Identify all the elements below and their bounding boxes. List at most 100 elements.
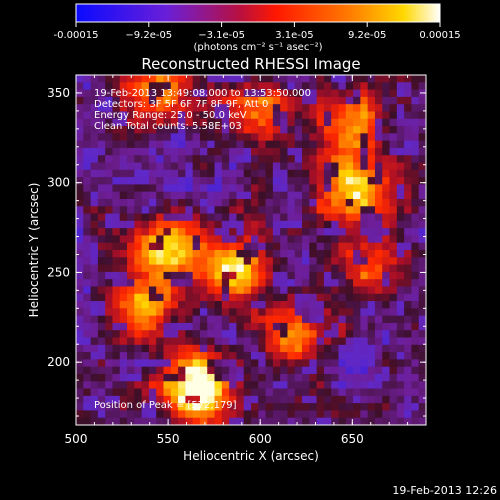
heatmap-pixel <box>309 330 318 338</box>
heatmap-pixel <box>178 147 186 156</box>
heatmap-pixel <box>236 228 245 236</box>
heatmap-pixel <box>170 337 179 346</box>
heatmap-pixel <box>287 96 296 105</box>
heatmap-pixel <box>316 177 325 185</box>
heatmap-pixel <box>229 118 237 127</box>
heatmap-pixel <box>374 162 383 171</box>
heatmap-pixel <box>170 155 179 163</box>
heatmap-pixel <box>207 271 215 280</box>
heatmap-pixel <box>156 147 164 156</box>
heatmap-pixel <box>309 111 318 120</box>
heatmap-pixel <box>418 257 426 265</box>
heatmap-pixel <box>360 220 369 229</box>
heatmap-pixel <box>119 344 128 353</box>
heatmap-pixel <box>360 82 369 90</box>
heatmap-pixel <box>382 250 390 258</box>
heatmap-pixel <box>280 126 288 134</box>
heatmap-pixel <box>272 330 281 338</box>
heatmap-pixel <box>134 213 143 222</box>
heatmap-pixel <box>148 337 157 346</box>
heatmap-pixel <box>382 242 390 251</box>
heatmap-pixel <box>367 395 376 404</box>
heatmap-pixel <box>105 155 113 163</box>
heatmap-pixel <box>83 315 91 324</box>
heatmap-pixel <box>323 89 332 98</box>
heatmap-pixel <box>294 257 303 265</box>
heatmap-pixel <box>331 206 339 214</box>
heatmap-pixel <box>323 213 332 222</box>
heatmap-pixel <box>127 395 135 404</box>
heatmap-pixel <box>76 337 84 346</box>
heatmap-pixel <box>134 359 143 368</box>
heatmap-pixel <box>214 417 223 425</box>
heatmap-pixel <box>192 410 201 419</box>
heatmap-pixel <box>112 352 121 360</box>
heatmap-pixel <box>192 279 201 287</box>
heatmap-pixel <box>97 118 106 127</box>
heatmap-pixel <box>309 257 318 265</box>
heatmap-pixel <box>411 337 420 346</box>
heatmap-pixel <box>243 133 252 142</box>
heatmap-pixel <box>389 322 398 331</box>
heatmap-pixel <box>229 89 237 98</box>
heatmap-pixel <box>331 301 339 309</box>
heatmap-pixel <box>258 257 266 265</box>
heatmap-pixel <box>170 140 179 149</box>
heatmap-pixel <box>353 89 361 98</box>
heatmap-pixel <box>367 191 376 200</box>
heatmap-pixel <box>302 104 310 112</box>
heatmap-pixel <box>345 220 354 229</box>
heatmap-pixel <box>127 264 135 273</box>
heatmap-pixel <box>309 118 318 127</box>
heatmap-pixel <box>353 228 361 236</box>
heatmap-pixel <box>345 322 354 331</box>
heatmap-pixel <box>280 395 288 404</box>
heatmap-pixel <box>112 162 121 171</box>
heatmap-pixel <box>163 381 172 389</box>
heatmap-pixel <box>112 126 121 134</box>
heatmap-pixel <box>374 191 383 200</box>
heatmap-pixel <box>353 133 361 142</box>
heatmap-pixel <box>367 82 376 90</box>
heatmap-pixel <box>97 198 106 207</box>
heatmap-pixel <box>134 111 143 120</box>
heatmap-pixel <box>127 301 135 309</box>
heatmap-pixel <box>163 228 172 236</box>
heatmap-pixel <box>229 111 237 120</box>
heatmap-pixel <box>112 140 121 149</box>
heatmap-pixel <box>76 220 84 229</box>
heatmap-pixel <box>389 344 398 353</box>
heatmap-pixel <box>396 250 405 258</box>
heatmap-pixel <box>243 89 252 98</box>
heatmap-pixel <box>163 359 172 368</box>
heatmap-pixel <box>76 257 84 265</box>
heatmap-pixel <box>214 301 223 309</box>
heatmap-pixel <box>156 388 164 397</box>
heatmap-pixel <box>119 184 128 193</box>
heatmap-pixel <box>411 417 420 425</box>
heatmap-pixel <box>134 96 143 105</box>
heatmap-pixel <box>221 126 230 134</box>
heatmap-pixel <box>382 293 390 302</box>
heatmap-pixel <box>192 366 201 375</box>
heatmap-pixel <box>309 279 318 287</box>
heatmap-pixel <box>199 104 208 112</box>
heatmap-pixel <box>272 373 281 382</box>
heatmap-pixel <box>360 228 369 236</box>
heatmap-pixel <box>265 330 274 338</box>
heatmap-pixel <box>382 89 390 98</box>
heatmap-pixel <box>418 140 426 149</box>
heatmap-pixel <box>148 257 157 265</box>
heatmap-pixel <box>170 191 179 200</box>
heatmap-pixel <box>170 308 179 317</box>
heatmap-pixel <box>302 388 310 397</box>
heatmap-pixel <box>83 89 91 98</box>
heatmap-pixel <box>221 286 230 295</box>
heatmap-pixel <box>323 147 332 156</box>
heatmap-pixel <box>331 366 339 375</box>
heatmap-pixel <box>353 315 361 324</box>
heatmap-pixel <box>353 169 361 178</box>
heatmap-pixel <box>127 228 135 236</box>
heatmap-pixel <box>112 104 121 112</box>
heatmap-pixel <box>236 352 245 360</box>
